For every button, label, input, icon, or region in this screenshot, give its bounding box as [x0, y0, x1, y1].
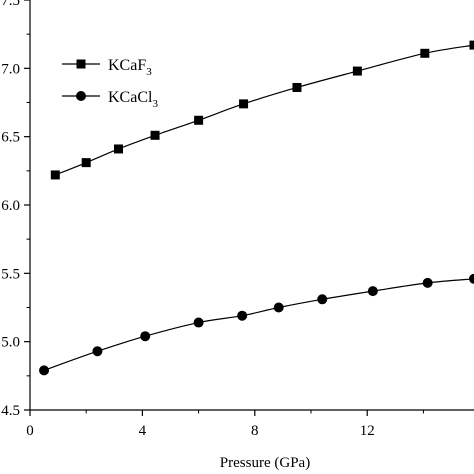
legend-item-kcaf3: KCaF3 [62, 57, 152, 78]
y-tick-label: 6.0 [1, 198, 20, 214]
series-layer [39, 40, 474, 376]
axes: 0 4 8 12 4.5 5.0 5.5 6.0 6.5 7.0 7.5 [1, 0, 474, 439]
data-point-kcacl3 [92, 346, 103, 357]
data-point-kcaf3 [150, 130, 160, 140]
data-point-kcacl3 [193, 317, 204, 328]
data-point-kcacl3 [140, 331, 151, 342]
legend-marker-kcaf3 [76, 59, 86, 69]
data-point-kcaf3 [292, 82, 302, 92]
legend-label-main: KCaCl [108, 89, 153, 106]
y-tick-label: 4.5 [1, 403, 20, 419]
data-point-kcaf3 [239, 99, 249, 109]
data-point-kcacl3 [273, 302, 284, 313]
legend-label-subscript: 3 [152, 98, 158, 110]
data-point-kcacl3 [469, 273, 474, 284]
series-kcacl3 [39, 273, 474, 376]
series-line-kcaf3 [55, 44, 474, 176]
x-tick-label: 4 [139, 423, 147, 439]
data-point-kcacl3 [317, 294, 328, 305]
legend-marker-kcacl3 [76, 91, 86, 101]
series-kcaf3 [50, 40, 474, 180]
x-tick-label: 12 [360, 423, 375, 439]
data-point-kcacl3 [367, 286, 378, 297]
data-point-kcaf3 [420, 48, 430, 58]
y-tick-label: 5.0 [1, 335, 20, 351]
legend-label-kcaf3: KCaF3 [108, 57, 152, 78]
data-point-kcaf3 [81, 158, 91, 168]
legend-label-subscript: 3 [146, 66, 152, 78]
x-tick-label: 8 [251, 423, 259, 439]
data-point-kcaf3 [114, 144, 124, 154]
x-tick-label: 0 [26, 423, 34, 439]
y-tick-label: 6.5 [1, 130, 20, 146]
data-point-kcacl3 [237, 310, 248, 321]
y-tick-label: 7.0 [1, 61, 20, 77]
series-line-kcacl3 [43, 278, 474, 371]
y-tick-label: 5.5 [1, 266, 20, 282]
legend-item-kcacl3: KCaCl3 [62, 89, 158, 110]
data-point-kcaf3 [352, 66, 362, 76]
data-point-kcaf3 [194, 115, 204, 125]
legend-label-main: KCaF [108, 57, 146, 74]
data-point-kcacl3 [422, 277, 433, 288]
data-point-kcaf3 [469, 40, 474, 50]
data-point-kcacl3 [39, 365, 50, 376]
data-point-kcaf3 [50, 170, 60, 180]
legend-label-kcacl3: KCaCl3 [108, 89, 158, 110]
x-axis-title: Pressure (GPa) [220, 455, 310, 471]
y-tick-label: 7.5 [1, 0, 20, 9]
